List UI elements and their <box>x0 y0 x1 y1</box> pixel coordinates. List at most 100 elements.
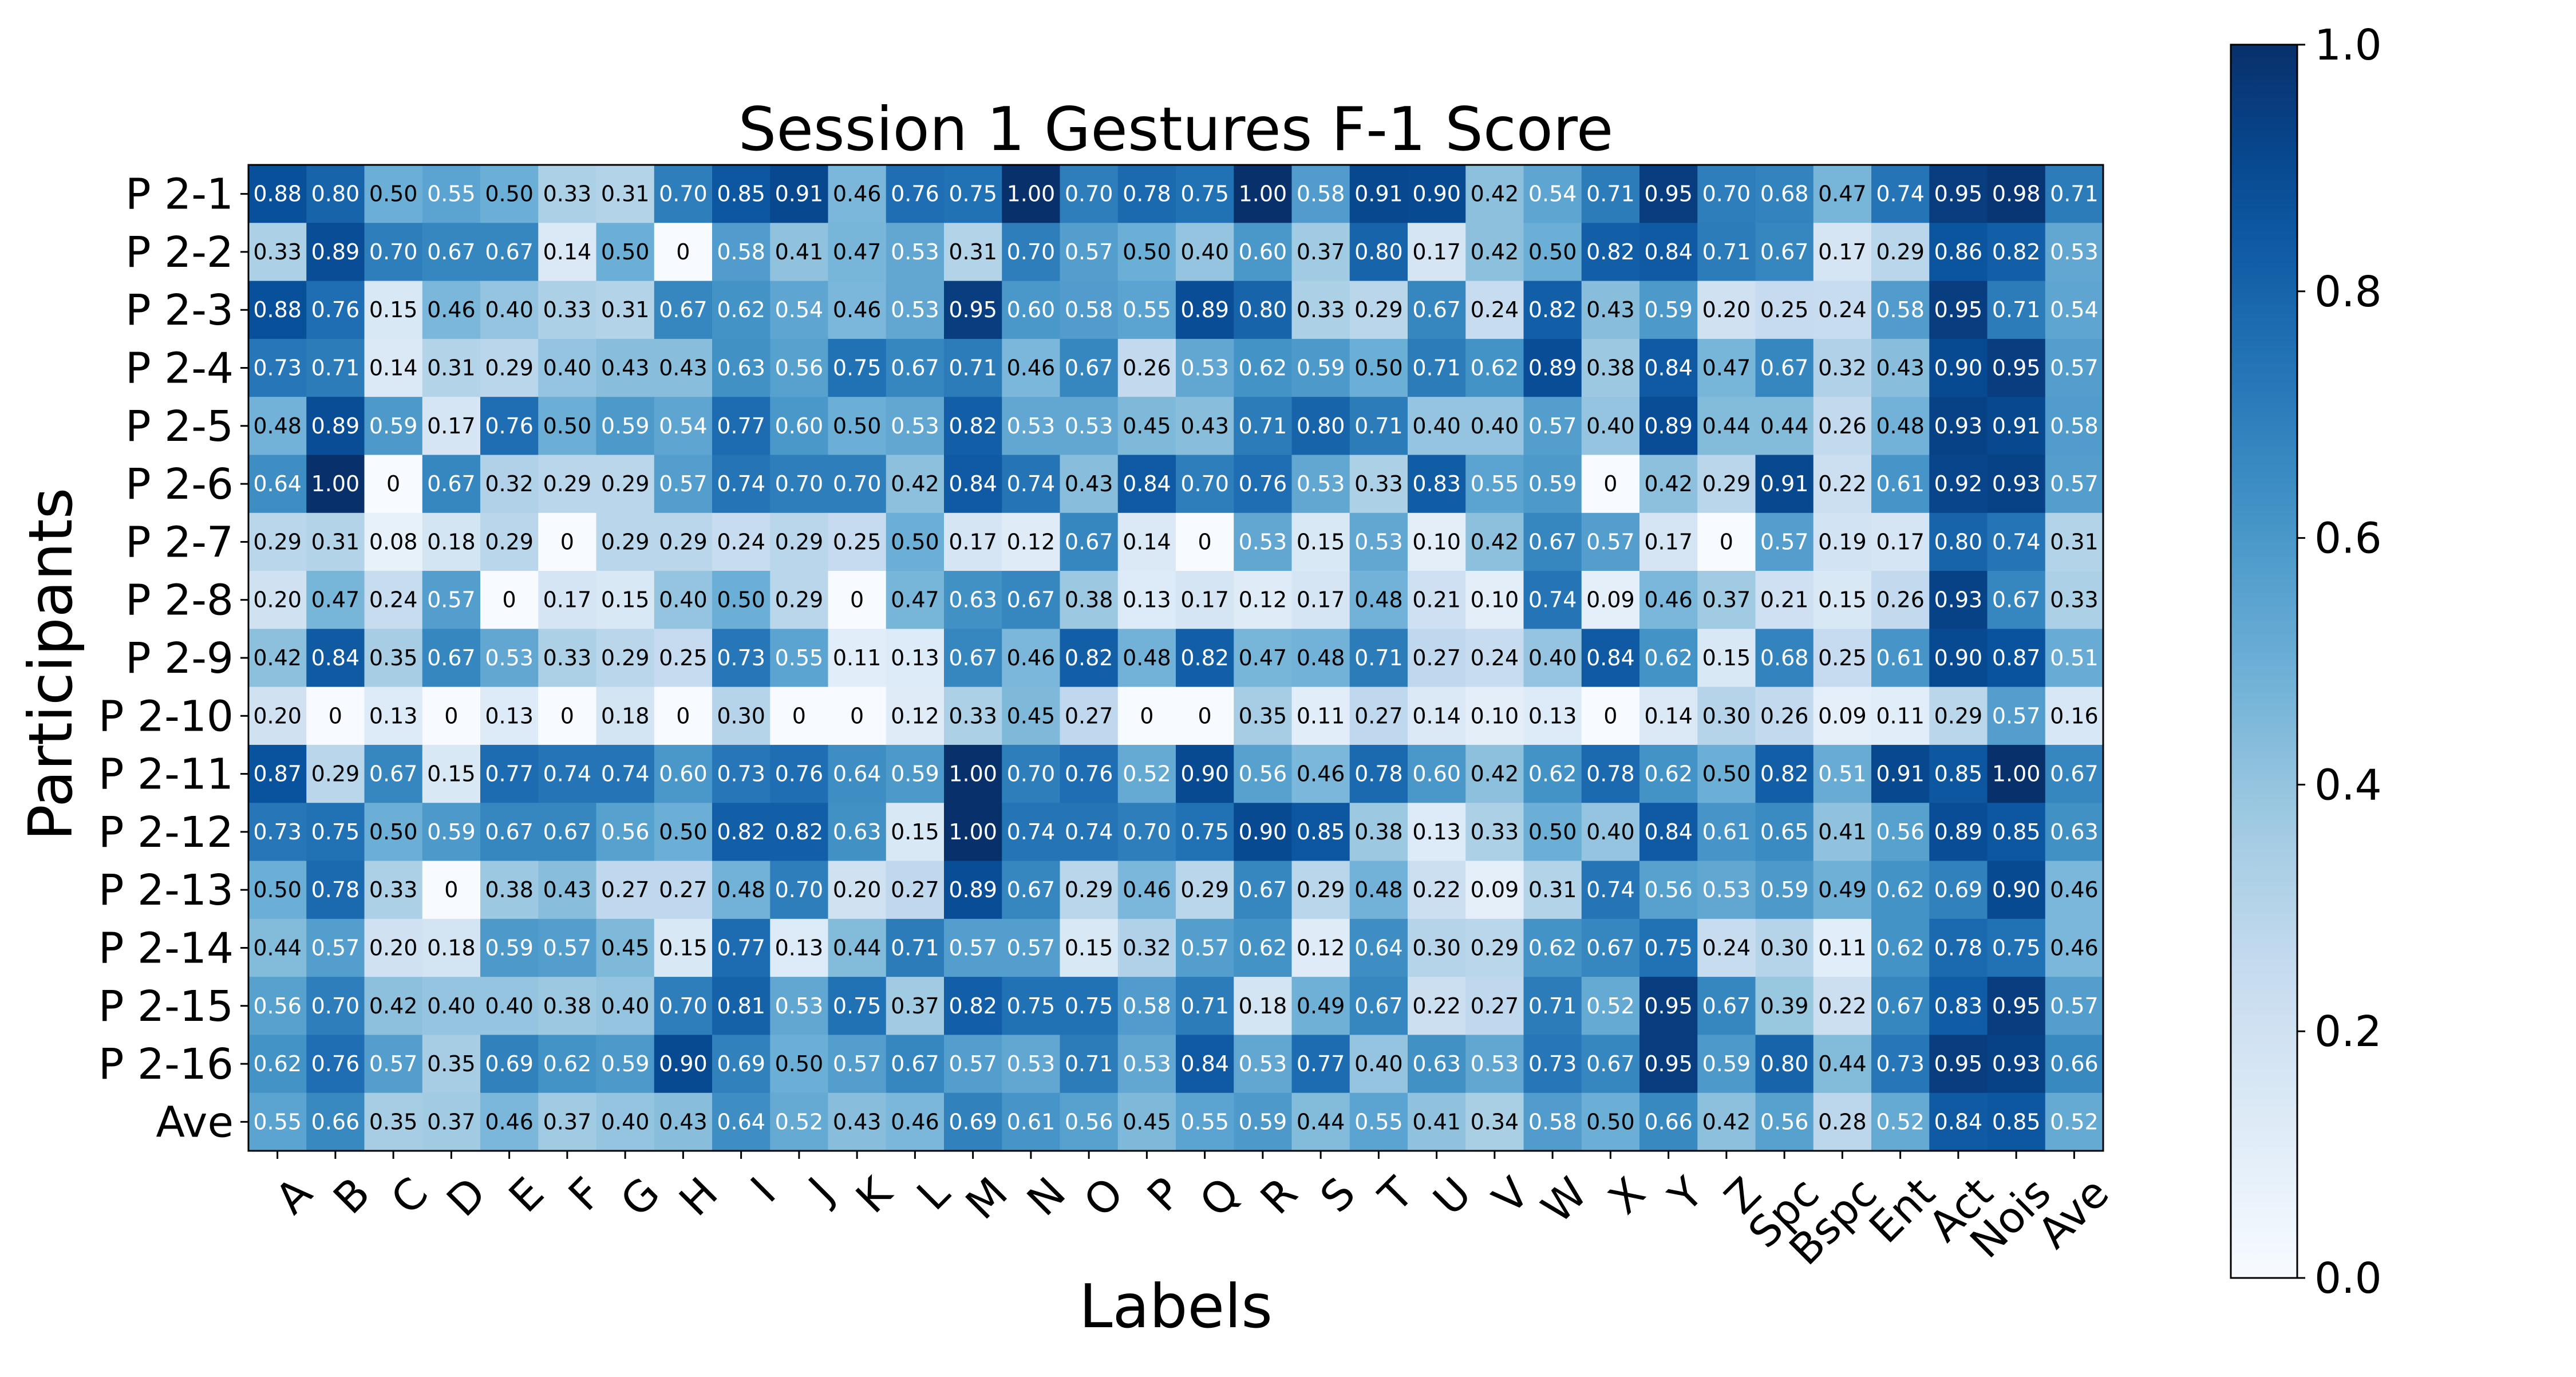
heatmap-cell <box>654 281 713 340</box>
heatmap-cell <box>1349 629 1408 688</box>
heatmap-cell <box>248 281 307 340</box>
cell-value-label: 0.53 <box>1007 1051 1056 1076</box>
cell-value-label: 0.18 <box>1239 993 1287 1019</box>
heatmap-cell <box>1117 918 1176 977</box>
heatmap-cell <box>596 165 655 223</box>
cell-value-label: 0.64 <box>253 471 302 496</box>
cell-value-label: 0.43 <box>601 356 650 381</box>
cell-value-label: 0.13 <box>1123 587 1171 613</box>
heatmap-cell <box>1639 977 1698 1036</box>
heatmap-cell <box>1060 512 1119 571</box>
heatmap-cell <box>1349 338 1408 397</box>
heatmap-cell <box>944 803 1002 862</box>
heatmap-cell <box>886 686 945 745</box>
heatmap-cell <box>1523 165 1582 223</box>
cell-value-label: 0.70 <box>1180 471 1229 496</box>
heatmap-cell <box>480 977 539 1036</box>
heatmap-cell <box>538 571 597 629</box>
heatmap-cell <box>1929 397 1988 456</box>
cell-value-label: 0.93 <box>1934 587 1983 613</box>
heatmap-cell <box>1639 281 1698 340</box>
heatmap-cell <box>770 512 829 571</box>
cell-value-label: 0.20 <box>253 587 302 613</box>
cell-value-label: 0.98 <box>1992 182 2041 207</box>
cell-value-label: 0.43 <box>543 877 592 902</box>
heatmap-cell <box>1639 455 1698 514</box>
cell-value-label: 0.17 <box>1412 239 1461 265</box>
heatmap-cell <box>480 281 539 340</box>
cell-value-label: 0.57 <box>2050 471 2099 496</box>
cell-value-label: 0.45 <box>1123 1109 1171 1134</box>
heatmap-cell <box>248 338 307 397</box>
heatmap-cell <box>1755 571 1814 629</box>
cell-value-label: 0.42 <box>1471 762 1519 787</box>
cell-value-label: 0.37 <box>1702 587 1751 613</box>
cell-value-label: 0.33 <box>2050 587 2099 613</box>
cell-value-label: 0.24 <box>1818 297 1867 322</box>
heatmap-cell <box>1060 338 1119 397</box>
heatmap-cell <box>1291 1092 1350 1151</box>
heatmap-cell <box>1639 223 1698 282</box>
x-tick-label: B <box>324 1168 380 1224</box>
cell-value-label: 0.21 <box>1412 587 1461 613</box>
cell-value-label: 0.53 <box>891 239 939 265</box>
cell-value-label: 0.63 <box>1412 1051 1461 1076</box>
heatmap-cell <box>422 338 481 397</box>
cell-value-label: 0.31 <box>1528 877 1577 902</box>
heatmap-cell <box>1176 397 1234 456</box>
heatmap-cell <box>1176 281 1234 340</box>
x-tick-label: C <box>382 1168 437 1224</box>
heatmap-cell <box>306 1092 365 1151</box>
cell-value-label: 0.14 <box>1412 703 1461 728</box>
heatmap-cell <box>1002 686 1061 745</box>
y-tick-label: P 2-10 <box>98 692 234 741</box>
cell-value-label: 0.71 <box>1586 182 1635 207</box>
cell-value-label: 0.67 <box>369 762 418 787</box>
heatmap-cell <box>1349 686 1408 745</box>
cell-value-label: 0.20 <box>833 877 882 902</box>
heatmap-cell <box>1523 571 1582 629</box>
cell-value-label: 0.50 <box>601 239 650 265</box>
cell-value-label: 0.77 <box>717 935 765 960</box>
cell-value-label: 0.57 <box>1528 413 1577 439</box>
heatmap-cell <box>1581 571 1640 629</box>
heatmap-cell <box>1176 165 1234 223</box>
cell-value-label: 0.57 <box>369 1051 418 1076</box>
heatmap-cell <box>1060 1035 1119 1094</box>
heatmap-cell <box>1639 512 1698 571</box>
heatmap-cell <box>1929 686 1988 745</box>
heatmap-cell <box>306 686 365 745</box>
cell-value-label: 0.80 <box>1760 1051 1809 1076</box>
heatmap-cell <box>480 512 539 571</box>
heatmap-cells: 0.88 0.80 0.50 0.55 0.50 0.33 0.31 0.70 0.85 0.91… <box>247 164 2104 1152</box>
heatmap-cell <box>1117 803 1176 862</box>
heatmap-cell <box>538 744 597 803</box>
heatmap-cell <box>654 1035 713 1094</box>
cell-value-label: 0.57 <box>311 935 360 960</box>
heatmap-cell <box>712 281 771 340</box>
heatmap-cell <box>1002 977 1061 1036</box>
cell-value-label: 0.46 <box>891 1109 939 1134</box>
heatmap-cell <box>306 512 365 571</box>
cell-value-label: 0.56 <box>775 356 824 381</box>
colorbar-ticks: 0.0 0.2 0.4 0.6 0.8 1.0 <box>2297 21 2382 1303</box>
heatmap-cell <box>1987 803 2046 862</box>
heatmap-cell <box>2045 223 2104 282</box>
heatmap-cell <box>1465 165 1524 223</box>
cell-value-label: 0.52 <box>775 1109 824 1134</box>
cell-value-label: 0.66 <box>311 1109 360 1134</box>
heatmap-cell <box>2045 455 2104 514</box>
cell-value-label: 0.40 <box>1354 1051 1403 1076</box>
heatmap-cell <box>828 918 887 977</box>
heatmap-cell <box>364 686 423 745</box>
heatmap-cell <box>422 744 481 803</box>
cell-value-label: 0.15 <box>1818 587 1867 613</box>
heatmap-cell <box>886 338 945 397</box>
cell-value-label: 0.90 <box>1934 356 1983 381</box>
cell-value-label: 0.52 <box>1586 993 1635 1019</box>
heatmap-cell <box>364 397 423 456</box>
y-tick-label: P 2-3 <box>125 286 234 335</box>
cell-value-label: 0.46 <box>1007 356 1056 381</box>
heatmap-cell <box>480 629 539 688</box>
heatmap-cell <box>1639 571 1698 629</box>
